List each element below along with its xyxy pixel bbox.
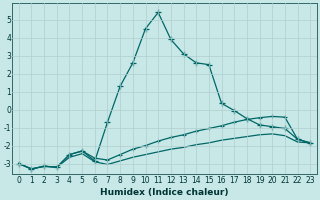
X-axis label: Humidex (Indice chaleur): Humidex (Indice chaleur) <box>100 188 229 197</box>
